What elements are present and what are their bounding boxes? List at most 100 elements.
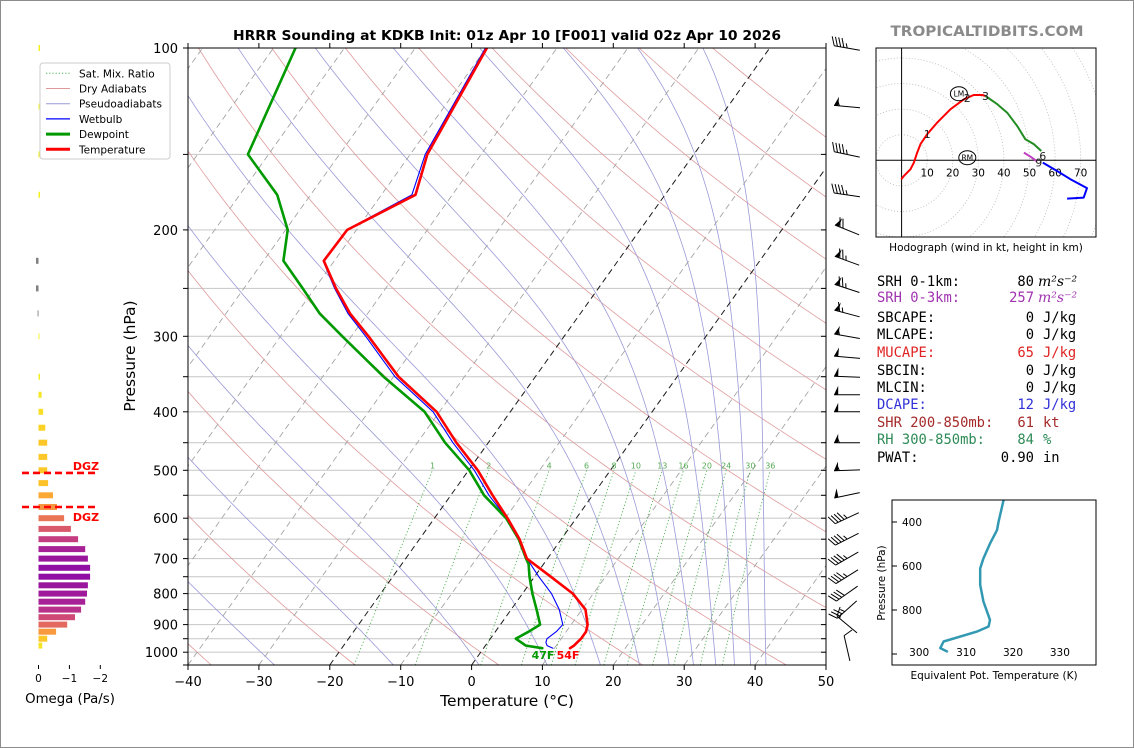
barb-half-feather (837, 438, 840, 443)
stat-value: 257 (1009, 290, 1034, 306)
dewpoint-line (246, 48, 544, 650)
hodograph-ring-label: 50 (1023, 167, 1036, 179)
barb-feather (827, 558, 837, 566)
mixing-ratio-label: 8 (612, 461, 617, 470)
y-tick-label: 500 (153, 464, 178, 479)
dry-adiabat-line (188, 514, 356, 665)
barb-feather (838, 301, 841, 312)
omega-bar (38, 492, 53, 499)
barb-half-feather (843, 535, 848, 540)
stat-row-mlcape: MLCAPE: 0 J/kg (877, 327, 1076, 343)
legend-box (39, 62, 171, 160)
stat-row-srh-0-3km: SRH 0-3km: 257 m²s⁻² (877, 290, 1077, 306)
barb-staff (833, 104, 861, 109)
theta-e-x-tick-label: 320 (1003, 647, 1023, 659)
y-tick-label: 400 (153, 406, 178, 421)
stat-unit: m²s⁻² (1038, 290, 1077, 306)
hodograph-height-label: 2 (964, 92, 971, 105)
barb-feather (833, 555, 842, 563)
x-tick-label: 0 (467, 675, 475, 690)
chart-title: HRRR Sounding at KDKB Init: 01z Apr 10 [… (233, 29, 781, 44)
barb-feather (830, 557, 839, 564)
theta-e-y-axis-label: Pressure (hPa) (876, 545, 888, 620)
skew-t-frame (187, 47, 827, 666)
hodograph-panel: 10 20 30 40 50 60 70 LM RM 1 2 3 69 Hodograph (wind … (875, 47, 1097, 254)
barb-half-feather (843, 573, 848, 578)
watermark-logo: TROPICALTIDBITS.COM (891, 24, 1084, 40)
barb-half-feather (839, 613, 842, 619)
barb-half-feather (843, 514, 848, 519)
theta-e-plot (939, 500, 1005, 653)
barb-staff (833, 469, 861, 472)
wind-barb (834, 488, 860, 499)
omega-bar (38, 536, 79, 543)
mixing-ratio-label: 4 (547, 461, 552, 470)
omega-bar (38, 614, 75, 621)
isotherm-line (258, 48, 700, 665)
wind-barb (832, 142, 860, 158)
x-axis-label: Temperature (°C) (439, 692, 574, 710)
isotherm-line (188, 48, 416, 368)
stat-value: 0 (1026, 327, 1034, 343)
stat-label: RH 300-850mb: (877, 432, 985, 448)
stat-row-shear-200-850: SHR 200-850mb: 61 kt (877, 415, 1060, 431)
omega-axes: 0 −1 −2 (35, 665, 108, 685)
legend-label: Dewpoint (79, 129, 129, 141)
stat-value: 80 (1017, 274, 1034, 290)
isotherm-line (188, 48, 629, 665)
omega-bar (38, 467, 48, 474)
stat-label: MLCAPE: (877, 327, 935, 343)
stat-unit: J/kg (1043, 363, 1076, 379)
mixing-ratio-line (721, 470, 771, 665)
barb-feather (831, 183, 835, 194)
barb-feather (837, 184, 842, 195)
wind-barb (834, 301, 860, 318)
x-tick-label: −10 (387, 675, 414, 690)
omega-bar (38, 515, 65, 522)
y-tick-label: 1000 (145, 646, 178, 661)
omega-bar (38, 439, 48, 446)
mixing-ratio-label: 24 (721, 461, 731, 470)
mixing-ratio-line (353, 470, 433, 665)
omega-bar (38, 191, 40, 198)
mixing-ratio-line (652, 470, 708, 665)
omega-bar (36, 257, 39, 264)
wind-barb (834, 385, 860, 396)
temperature-line (322, 48, 589, 650)
stat-label: DCAPE: (877, 397, 927, 413)
hodograph-height-label: 9 (1035, 157, 1042, 170)
barb-feather (830, 575, 840, 583)
hodograph-segment (984, 95, 1042, 152)
moist-adiabat-line (188, 94, 601, 665)
barb-pennant (834, 347, 839, 357)
barb-staff (834, 283, 860, 293)
hodograph-frame (875, 47, 1097, 238)
hodograph-ring-label: 10 (921, 167, 934, 179)
wind-barb (827, 569, 859, 585)
stat-row-rh-300-850: RH 300-850mb: 84 % (877, 432, 1052, 448)
x-tick-label: 20 (605, 675, 622, 690)
wind-barb (833, 96, 861, 109)
omega-bar (38, 424, 46, 431)
stat-row-mlcin: MLCIN: 0 J/kg (877, 380, 1076, 396)
stat-unit: J/kg (1043, 327, 1076, 343)
omega-bar (38, 151, 40, 158)
isotherm-line (400, 67, 826, 665)
barb-feather (827, 577, 837, 585)
stat-unit: % (1043, 432, 1052, 448)
wind-barb (843, 629, 853, 662)
barb-half-feather (841, 307, 844, 313)
omega-bar (38, 373, 40, 380)
dry-adiabat-line (188, 150, 787, 665)
barb-feather (828, 613, 838, 619)
hodograph-ring-label: 70 (1074, 167, 1087, 179)
stat-unit: kt (1043, 415, 1060, 431)
stat-value: 0 (1026, 363, 1034, 379)
sounding-parameters: SRH 0-1km: 80 m²s⁻² SRH 0-3km: 257 m²s⁻²… (877, 274, 1077, 466)
wind-barb (827, 512, 860, 525)
dry-adiabat-line (271, 48, 826, 533)
barb-staff (836, 615, 858, 634)
mixing-ratio-label: 36 (765, 461, 775, 470)
barb-feather (833, 573, 842, 581)
